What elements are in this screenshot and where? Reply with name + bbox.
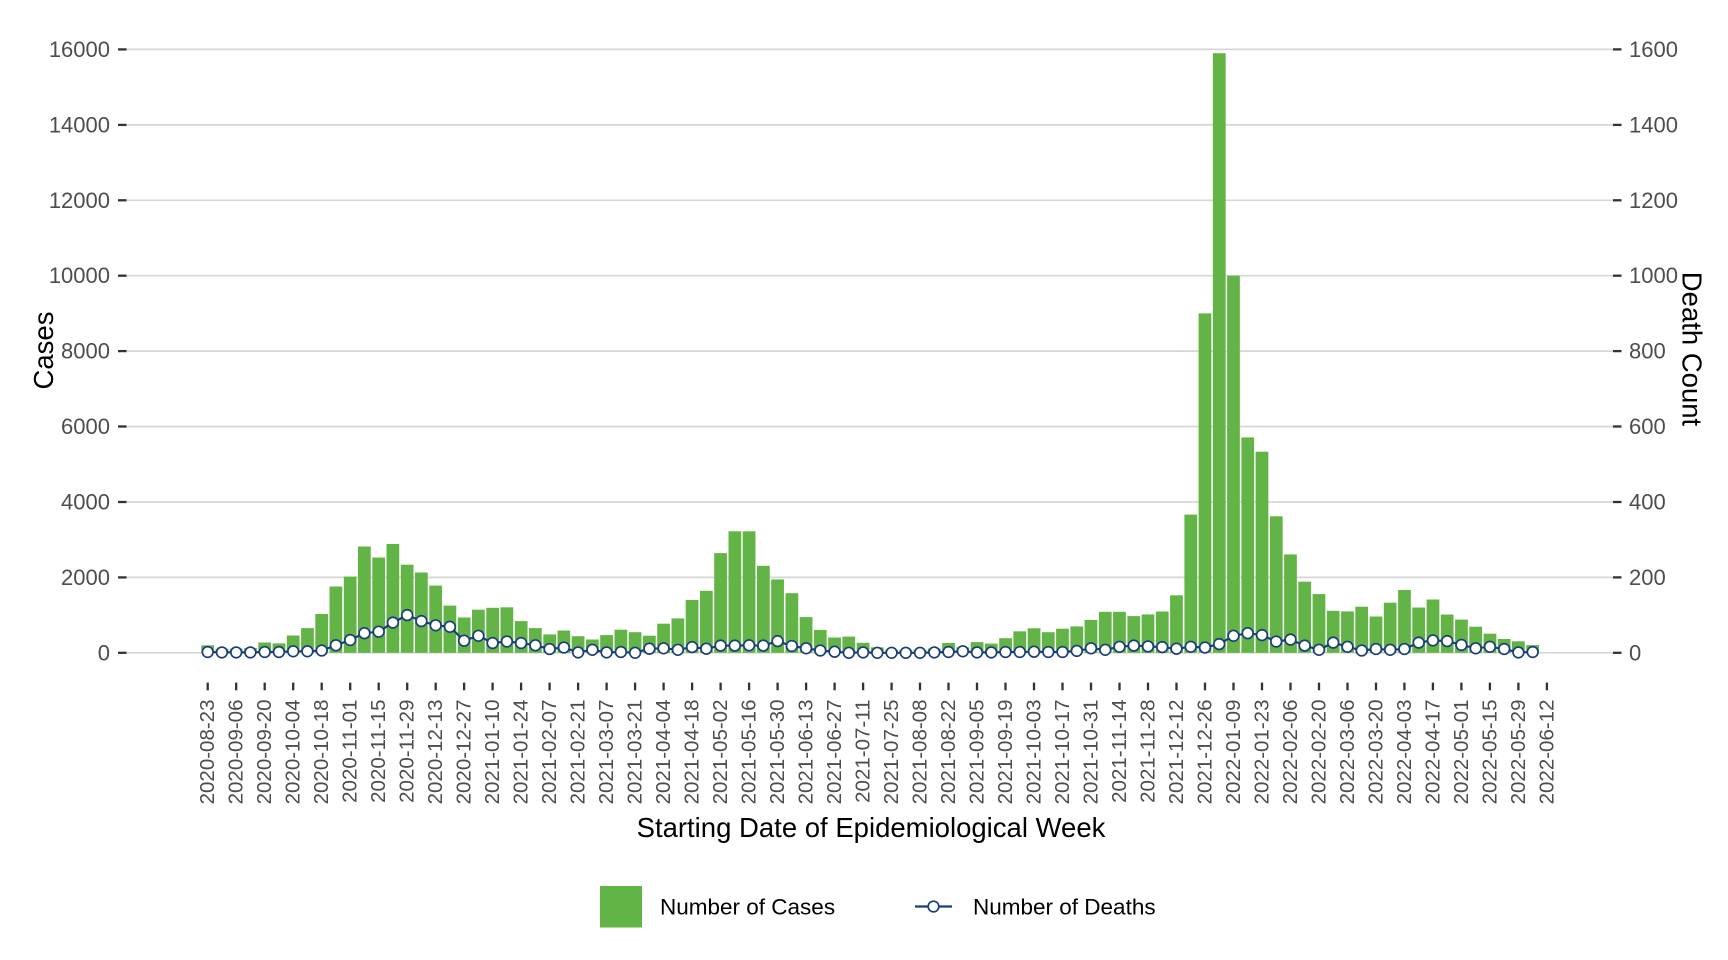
svg-text:2020-10-18: 2020-10-18 — [310, 700, 333, 805]
svg-text:2021-12-26: 2021-12-26 — [1194, 700, 1217, 805]
svg-text:2021-05-02: 2021-05-02 — [709, 700, 732, 805]
svg-text:2020-09-06: 2020-09-06 — [225, 700, 248, 805]
svg-text:2022-03-06: 2022-03-06 — [1336, 700, 1359, 805]
svg-text:2021-01-24: 2021-01-24 — [510, 700, 533, 805]
svg-text:6000: 6000 — [61, 414, 110, 439]
svg-text:2022-01-23: 2022-01-23 — [1251, 700, 1274, 805]
svg-text:1200: 1200 — [1629, 188, 1678, 213]
svg-text:2022-06-12: 2022-06-12 — [1535, 700, 1558, 805]
svg-text:2022-05-01: 2022-05-01 — [1450, 700, 1473, 805]
svg-text:2021-10-03: 2021-10-03 — [1023, 700, 1046, 805]
svg-text:2021-04-04: 2021-04-04 — [652, 700, 675, 805]
svg-text:2022-05-29: 2022-05-29 — [1507, 700, 1530, 805]
svg-text:2021-12-12: 2021-12-12 — [1165, 700, 1188, 805]
svg-text:2020-09-20: 2020-09-20 — [253, 700, 276, 805]
svg-text:2021-05-30: 2021-05-30 — [766, 700, 789, 805]
svg-text:2021-08-08: 2021-08-08 — [909, 700, 932, 805]
svg-text:2021-02-07: 2021-02-07 — [538, 700, 561, 805]
svg-text:1000: 1000 — [1629, 263, 1678, 288]
svg-text:2022-02-20: 2022-02-20 — [1308, 700, 1331, 805]
svg-text:2000: 2000 — [61, 565, 110, 590]
svg-text:2022-04-17: 2022-04-17 — [1421, 700, 1444, 805]
svg-text:2021-05-16: 2021-05-16 — [738, 700, 761, 805]
svg-text:2021-11-14: 2021-11-14 — [1108, 700, 1131, 803]
svg-text:800: 800 — [1629, 339, 1666, 364]
svg-text:16000: 16000 — [49, 37, 110, 62]
svg-text:2020-10-04: 2020-10-04 — [282, 700, 305, 805]
svg-text:0: 0 — [98, 640, 110, 665]
svg-text:Starting Date of Epidemiologic: Starting Date of Epidemiological Week — [637, 812, 1106, 843]
svg-text:2021-04-18: 2021-04-18 — [681, 700, 704, 805]
svg-text:2022-04-03: 2022-04-03 — [1393, 700, 1416, 805]
svg-text:2021-07-25: 2021-07-25 — [880, 700, 903, 805]
svg-text:2022-02-06: 2022-02-06 — [1279, 700, 1302, 805]
svg-text:2020-12-13: 2020-12-13 — [424, 700, 447, 805]
svg-text:2021-10-17: 2021-10-17 — [1051, 700, 1074, 805]
svg-text:2020-11-15: 2020-11-15 — [367, 700, 390, 803]
svg-text:2021-01-10: 2021-01-10 — [481, 700, 504, 805]
svg-text:Number of Deaths: Number of Deaths — [973, 895, 1156, 920]
svg-text:2021-09-19: 2021-09-19 — [994, 700, 1017, 805]
svg-text:2021-07-11: 2021-07-11 — [852, 700, 875, 803]
svg-text:4000: 4000 — [61, 490, 110, 515]
svg-text:2022-05-15: 2022-05-15 — [1478, 700, 1501, 805]
svg-text:2021-11-28: 2021-11-28 — [1137, 700, 1160, 803]
svg-text:2021-06-27: 2021-06-27 — [823, 700, 846, 805]
svg-text:1600: 1600 — [1629, 37, 1678, 62]
svg-text:2020-11-29: 2020-11-29 — [396, 700, 419, 803]
svg-text:14000: 14000 — [49, 112, 110, 137]
svg-text:1400: 1400 — [1629, 112, 1678, 137]
svg-text:2021-09-05: 2021-09-05 — [966, 700, 989, 805]
svg-text:2021-08-22: 2021-08-22 — [937, 700, 960, 805]
svg-text:2020-11-01: 2020-11-01 — [339, 700, 362, 803]
svg-text:600: 600 — [1629, 414, 1666, 439]
svg-text:2021-02-21: 2021-02-21 — [567, 700, 590, 805]
svg-text:200: 200 — [1629, 565, 1666, 590]
svg-text:2022-01-09: 2022-01-09 — [1222, 700, 1245, 805]
svg-text:0: 0 — [1629, 640, 1641, 665]
svg-text:2020-08-23: 2020-08-23 — [196, 700, 219, 805]
svg-text:2020-12-27: 2020-12-27 — [453, 700, 476, 805]
svg-text:Number of Cases: Number of Cases — [660, 895, 835, 920]
svg-text:400: 400 — [1629, 490, 1666, 515]
svg-text:Death Count: Death Count — [1677, 272, 1708, 427]
svg-text:8000: 8000 — [61, 339, 110, 364]
svg-text:2021-03-07: 2021-03-07 — [595, 700, 618, 805]
svg-text:10000: 10000 — [49, 263, 110, 288]
svg-text:Cases: Cases — [28, 312, 59, 390]
svg-text:2021-03-21: 2021-03-21 — [624, 700, 647, 805]
svg-text:2022-03-20: 2022-03-20 — [1365, 700, 1388, 805]
svg-text:12000: 12000 — [49, 188, 110, 213]
svg-text:2021-06-13: 2021-06-13 — [795, 700, 818, 805]
svg-text:2021-10-31: 2021-10-31 — [1080, 700, 1103, 805]
